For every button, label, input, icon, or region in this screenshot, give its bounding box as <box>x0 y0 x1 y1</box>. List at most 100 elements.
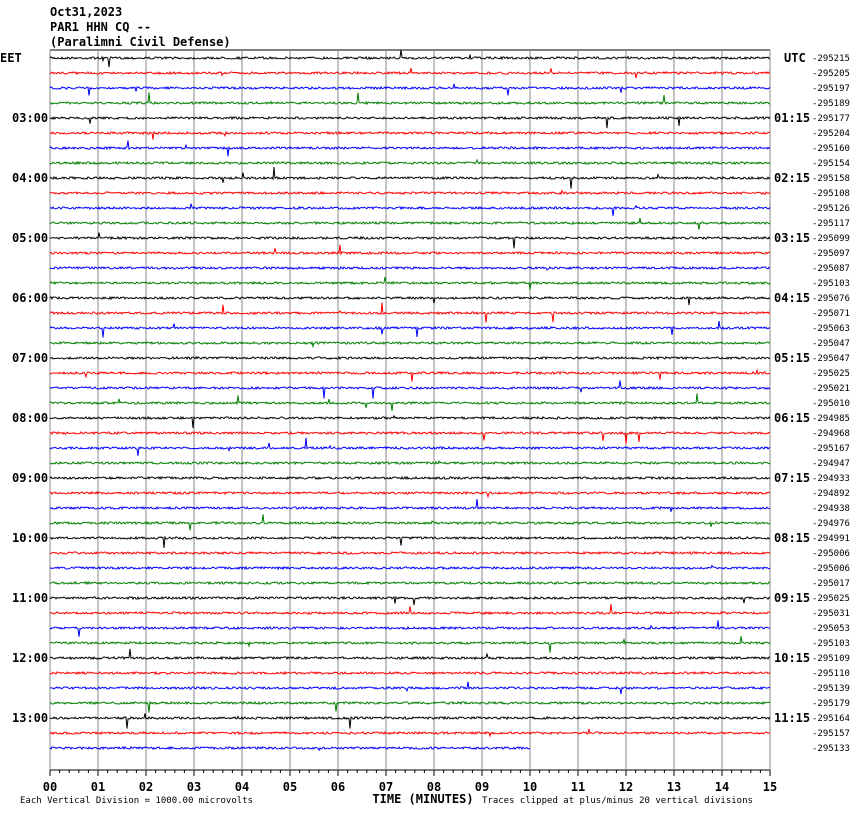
trace-offset: -295021 <box>812 384 850 394</box>
trace-offset: -295205 <box>812 69 850 79</box>
trace-offset: -295047 <box>812 354 850 364</box>
trace-offset: -294968 <box>812 429 850 439</box>
left-time: 08:00 <box>12 411 48 425</box>
trace-offset: -295071 <box>812 309 850 319</box>
trace <box>49 355 771 361</box>
trace-offset: -295215 <box>812 54 850 64</box>
right-time: 06:15 <box>774 411 810 425</box>
right-time: 09:15 <box>774 591 810 605</box>
trace <box>49 498 771 512</box>
trace-offset: -294976 <box>812 519 850 529</box>
clip-note: Traces clipped at plus/minus 20 vertical… <box>482 796 753 806</box>
trace <box>49 550 771 556</box>
trace <box>49 83 771 96</box>
trace-offset: -295117 <box>812 219 850 229</box>
date: Oct31,2023 <box>50 5 122 19</box>
trace <box>49 475 771 481</box>
station: (Paralimni Civil Defense) <box>50 35 231 49</box>
right-time: 11:15 <box>774 711 810 725</box>
x-tick-label: 14 <box>715 780 729 794</box>
scale-note: Each Vertical Division = 1000.00 microvo… <box>20 796 253 806</box>
trace <box>49 670 771 676</box>
left-time: 07:00 <box>12 351 48 365</box>
trace-offset: -295197 <box>812 84 850 94</box>
trace <box>49 490 771 499</box>
trace-offset: -294938 <box>812 504 850 514</box>
trace-offset: -295017 <box>812 579 850 589</box>
trace-offset: -294985 <box>812 414 850 424</box>
trace <box>49 595 771 606</box>
x-tick-label: 08 <box>427 780 441 794</box>
trace <box>49 92 771 106</box>
trace-offset: -295053 <box>812 624 850 634</box>
trace <box>49 189 771 196</box>
left-time: 09:00 <box>12 471 48 485</box>
trace <box>49 115 771 129</box>
right-zone: UTC <box>784 51 806 65</box>
trace <box>49 604 770 616</box>
trace <box>49 431 771 444</box>
right-time: 07:15 <box>774 471 810 485</box>
trace <box>49 368 771 382</box>
channel: PAR1 HHN CQ -- <box>50 20 151 34</box>
trace-offset: -295031 <box>812 609 850 619</box>
x-tick-label: 15 <box>763 780 777 794</box>
trace <box>49 700 771 713</box>
left-time: 05:00 <box>12 231 48 245</box>
trace <box>49 130 771 140</box>
left-time: 03:00 <box>12 111 48 125</box>
trace-offset: -295109 <box>812 654 850 664</box>
left-time: 10:00 <box>12 531 48 545</box>
trace <box>49 158 771 166</box>
trace <box>49 244 771 256</box>
x-axis-label: TIME (MINUTES) <box>372 792 473 806</box>
x-tick-label: 11 <box>571 780 585 794</box>
trace <box>49 393 771 411</box>
x-tick-label: 13 <box>667 780 681 794</box>
trace-offset: -294933 <box>812 474 850 484</box>
x-tick-label: 07 <box>379 780 393 794</box>
x-tick-label: 03 <box>187 780 201 794</box>
trace-offset: -295006 <box>812 564 850 574</box>
x-tick-label: 09 <box>475 780 489 794</box>
trace-offset: -295108 <box>812 189 850 199</box>
trace <box>49 620 771 637</box>
trace <box>49 380 771 399</box>
right-time: 04:15 <box>774 291 810 305</box>
trace <box>49 414 771 429</box>
right-time: 02:15 <box>774 171 810 185</box>
right-time: 08:15 <box>774 531 810 545</box>
trace-offset: -295160 <box>812 144 850 154</box>
trace-offset: -295167 <box>812 444 850 454</box>
trace <box>49 514 771 531</box>
trace-offset: -295025 <box>812 594 850 604</box>
trace-offset: -295047 <box>812 339 850 349</box>
left-time: 06:00 <box>12 291 48 305</box>
trace <box>49 67 771 79</box>
left-time: 12:00 <box>12 651 48 665</box>
trace-offset: -295154 <box>812 159 850 169</box>
right-time: 05:15 <box>774 351 810 365</box>
x-tick-label: 04 <box>235 780 249 794</box>
trace-offset: -295133 <box>812 744 850 754</box>
left-time: 11:00 <box>12 591 48 605</box>
trace <box>49 140 771 157</box>
trace <box>49 681 771 695</box>
trace <box>50 564 771 571</box>
left-zone: EET <box>0 51 22 65</box>
trace-offset: -295139 <box>812 684 850 694</box>
trace <box>49 295 771 306</box>
trace <box>49 265 771 271</box>
trace <box>49 636 771 653</box>
trace-offset: -295189 <box>812 99 850 109</box>
trace-offset: -295126 <box>812 204 850 214</box>
trace <box>49 203 771 217</box>
trace-offset: -295099 <box>812 234 850 244</box>
trace-offset: -295103 <box>812 639 850 649</box>
trace-offset: -295025 <box>812 369 850 379</box>
left-time: 04:00 <box>12 171 48 185</box>
trace-offset: -294892 <box>812 489 850 499</box>
trace <box>49 713 771 729</box>
trace-offset: -295157 <box>812 729 850 739</box>
